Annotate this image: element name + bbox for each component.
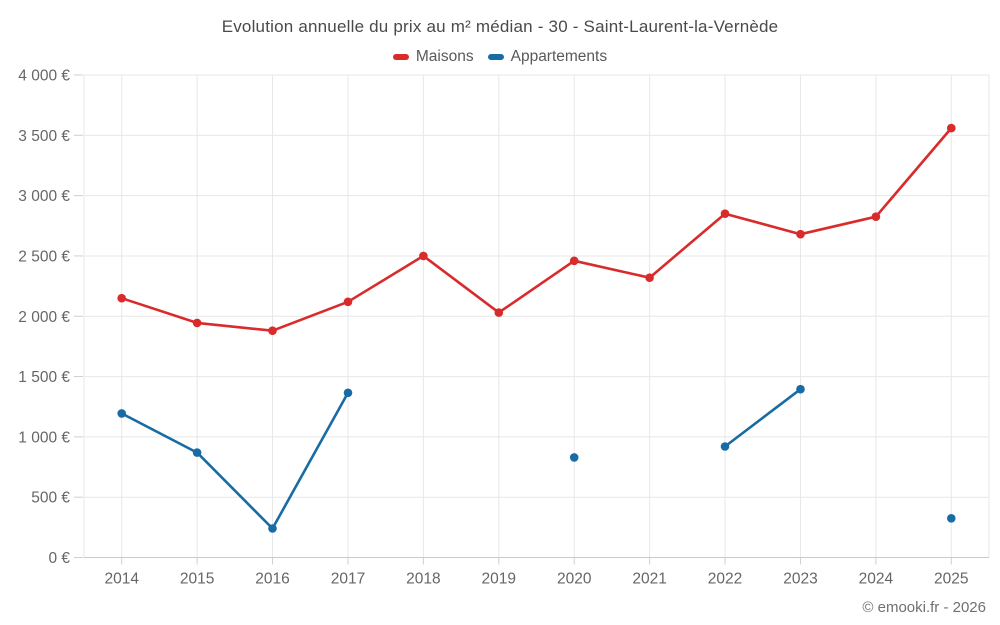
legend-item-maisons[interactable]: Maisons	[392, 48, 474, 66]
x-tick-label: 2014	[104, 571, 139, 588]
y-tick-label: 2 500 €	[18, 248, 70, 265]
x-tick-label: 2017	[331, 571, 365, 588]
maisons-point-2025[interactable]	[947, 123, 956, 133]
maisons-point-2021[interactable]	[645, 273, 654, 283]
x-tick-label: 2024	[859, 571, 894, 588]
y-tick-label: 2 000 €	[18, 309, 70, 326]
appartements-point-2016[interactable]	[268, 524, 277, 533]
maisons-point-2015[interactable]	[192, 318, 202, 328]
y-tick-label: 1 500 €	[18, 369, 70, 386]
appartements-line	[122, 389, 952, 528]
maisons-point-2017[interactable]	[343, 297, 353, 307]
appartements-swatch	[487, 54, 504, 60]
y-tick-label: 3 000 €	[18, 188, 70, 205]
y-tick-label: 4 000 €	[18, 68, 70, 85]
y-tick-label: 500 €	[31, 490, 70, 507]
x-tick-label: 2021	[632, 571, 666, 588]
maisons-swatch	[392, 54, 409, 60]
maisons-point-2024[interactable]	[871, 212, 881, 221]
maisons-point-2014[interactable]	[117, 293, 126, 303]
maisons-point-2023[interactable]	[796, 229, 805, 239]
legend: Maisons Appartements	[0, 47, 1000, 67]
maisons-point-2020[interactable]	[569, 256, 579, 266]
copyright-notice: © emooki.fr - 2026	[862, 599, 986, 616]
appartements-point-2014[interactable]	[117, 409, 126, 418]
chart-title: Evolution annuelle du prix au m² médian …	[221, 17, 779, 36]
y-tick-label: 1 000 €	[18, 429, 70, 446]
legend-item-appartements[interactable]: Appartements	[487, 48, 608, 66]
appartements-point-2023[interactable]	[796, 384, 805, 394]
x-tick-label: 2018	[406, 571, 440, 588]
x-tick-label: 2016	[255, 571, 289, 588]
maisons-point-2018[interactable]	[419, 251, 428, 261]
appartements-point-2025[interactable]	[947, 514, 956, 523]
appartements-point-2015[interactable]	[192, 448, 202, 457]
x-tick-label: 2020	[557, 571, 592, 588]
x-tick-label: 2023	[783, 571, 817, 588]
maisons-point-2022[interactable]	[720, 209, 730, 218]
x-tick-label: 2015	[180, 571, 214, 588]
appartements-point-2017[interactable]	[343, 388, 353, 398]
appartements-point-2020[interactable]	[569, 453, 579, 462]
legend-label-appartements: Appartements	[510, 48, 608, 65]
legend-label-maisons: Maisons	[415, 48, 474, 65]
x-tick-label: 2022	[708, 571, 742, 588]
maisons-line	[120, 126, 953, 332]
appartements-point-2022[interactable]	[720, 442, 730, 451]
maisons-point-2019[interactable]	[494, 308, 504, 317]
y-tick-label: 3 500 €	[18, 128, 70, 145]
x-tick-label: 2019	[482, 571, 516, 588]
y-tick-label: 0 €	[48, 550, 70, 567]
maisons-point-2016[interactable]	[268, 326, 277, 336]
x-tick-label: 2025	[934, 571, 968, 588]
